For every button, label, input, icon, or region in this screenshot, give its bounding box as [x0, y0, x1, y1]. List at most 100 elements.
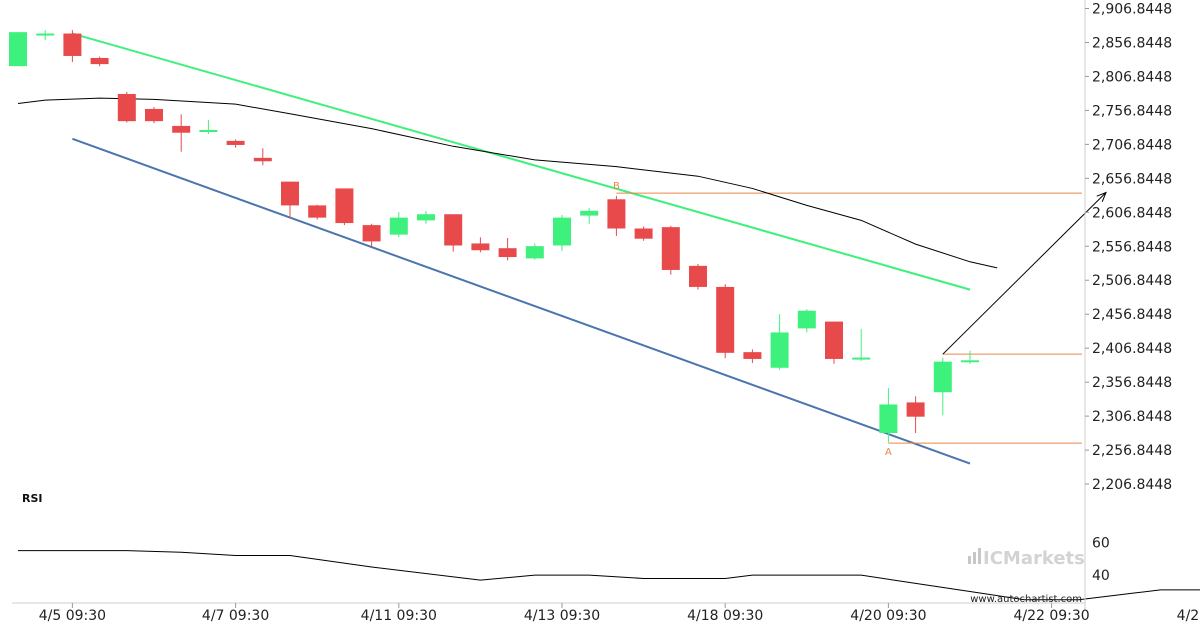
candle: [553, 214, 571, 251]
watermark-brand-suffix: Markets: [1003, 548, 1085, 569]
time-tick-label: 4/18 09:30: [687, 608, 763, 624]
price-tick-label: 2,406.8448: [1092, 341, 1172, 357]
candle-body: [63, 33, 82, 56]
candle-body: [253, 157, 272, 162]
level-b-label: B: [613, 181, 620, 192]
candle: [308, 204, 327, 220]
candle: [797, 309, 816, 333]
candle: [90, 56, 109, 67]
candle-body: [716, 286, 735, 353]
support-line: [72, 137, 971, 465]
candle: [199, 119, 218, 135]
price-tick-label: 2,806.8448: [1092, 69, 1172, 85]
candle: [117, 91, 136, 123]
price-tick-label: 2,706.8448: [1092, 137, 1172, 153]
candle: [906, 396, 925, 433]
candle-body: [961, 360, 979, 363]
candle: [852, 329, 871, 361]
price-panel: BA: [9, 30, 1107, 465]
candle: [145, 106, 163, 124]
watermark-url: www.autochartist.com: [970, 594, 1082, 605]
candle: [498, 238, 517, 261]
candle-body: [580, 210, 599, 216]
candle: [770, 314, 789, 370]
candle-body: [906, 402, 925, 417]
candle-body: [825, 321, 843, 359]
candle-body: [498, 248, 517, 258]
candle: [389, 212, 408, 238]
candle: [417, 210, 435, 224]
candle-body: [281, 181, 299, 206]
candle: [607, 195, 626, 236]
price-tick-label: 2,606.8448: [1092, 205, 1172, 221]
candle-body: [770, 332, 789, 368]
candle: [471, 237, 490, 253]
candle: [281, 181, 299, 219]
candle: [661, 225, 680, 275]
candle: [961, 350, 979, 364]
candle: [335, 188, 354, 226]
rsi-panel: RSI: [18, 492, 1200, 601]
candle-body: [36, 33, 55, 36]
candle-body: [607, 199, 626, 229]
price-tick-label: 2,356.8448: [1092, 375, 1172, 391]
candle-body: [145, 108, 163, 122]
time-tick-label: 4/7 09:30: [202, 608, 269, 624]
candle-body: [525, 246, 544, 259]
candle-body: [308, 205, 327, 218]
moving-average-line: [17, 97, 998, 269]
candle: [933, 357, 952, 416]
candle-body: [879, 404, 898, 433]
candle-body: [9, 32, 27, 67]
candle-body: [689, 265, 707, 287]
axes: 2,906.8448 2,856.8448 2,806.8448 2,756.8448…: [12, 0, 1200, 624]
candle-body: [226, 140, 245, 145]
icmarkets-logo-icon: [968, 548, 981, 564]
price-tick-label: 2,506.8448: [1092, 273, 1172, 289]
level-a-label: A: [885, 447, 892, 458]
candle: [825, 321, 843, 364]
rsi-tick-label: 60: [1092, 535, 1110, 551]
candle: [9, 32, 27, 67]
candle-body: [661, 227, 680, 270]
time-tick-label: 4/26 09:30: [1177, 608, 1200, 624]
candle-body: [743, 352, 762, 359]
candle-body: [933, 361, 952, 393]
candle-body: [172, 125, 191, 133]
candle-body: [417, 214, 435, 221]
candle-body: [634, 228, 653, 239]
price-tick-label: 2,456.8448: [1092, 307, 1172, 323]
candle-body: [335, 188, 354, 224]
candle-body: [471, 243, 490, 251]
price-tick-label: 2,306.8448: [1092, 409, 1172, 425]
candle-body: [797, 310, 816, 329]
candle: [525, 243, 544, 260]
candle: [36, 30, 55, 41]
price-tick-label: 2,656.8448: [1092, 171, 1172, 187]
candle: [63, 30, 82, 63]
candle-body: [199, 130, 218, 132]
resistance-line: [72, 32, 971, 291]
candle: [743, 349, 762, 364]
rsi-label: RSI: [22, 492, 43, 505]
time-tick-label: 4/11 09:30: [361, 608, 437, 624]
candle: [716, 284, 735, 359]
candle: [689, 263, 707, 290]
candle-body: [362, 225, 381, 242]
candle-body: [444, 214, 463, 246]
candle: [879, 388, 898, 443]
forecast-arrow-head: [1096, 191, 1107, 202]
watermark-brand: ICMarkets: [983, 548, 1085, 569]
candle: [362, 223, 381, 247]
rsi-tick-label: 40: [1092, 568, 1110, 584]
price-tick-label: 2,206.8448: [1092, 477, 1172, 493]
candle: [580, 208, 599, 224]
price-tick-label: 2,256.8448: [1092, 443, 1172, 459]
time-tick-label: 4/13 09:30: [524, 608, 600, 624]
watermark: ICMarkets www.autochartist.com: [968, 548, 1085, 605]
price-tick-label: 2,756.8448: [1092, 103, 1172, 119]
price-tick-label: 2,856.8448: [1092, 35, 1172, 51]
forecast-arrow-line: [942, 192, 1107, 355]
